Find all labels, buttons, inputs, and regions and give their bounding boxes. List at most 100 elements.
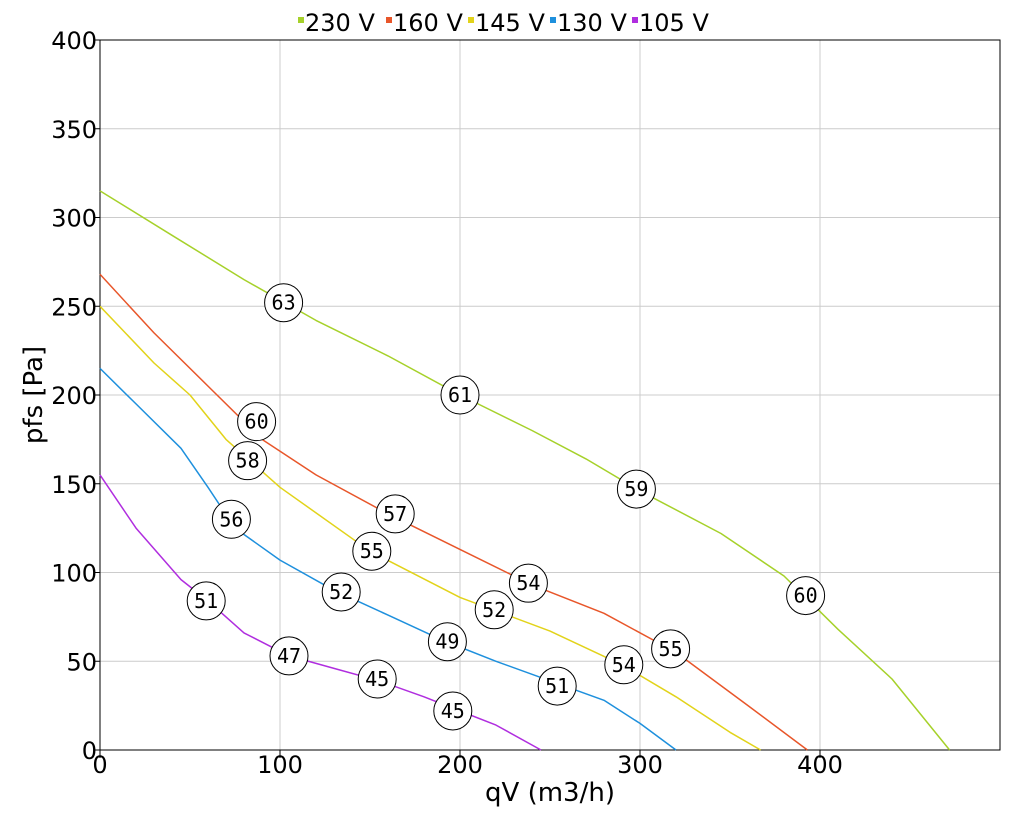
legend-label: 160 V xyxy=(393,9,463,37)
sound-level-circle xyxy=(352,531,392,571)
x-tick-label: 200 xyxy=(437,751,483,779)
sound-level-circle xyxy=(321,572,361,612)
sound-level-label: 47 xyxy=(277,644,301,668)
sound-level-circle xyxy=(508,563,548,603)
sound-level-marker: 59 xyxy=(616,469,656,509)
sound-level-marker: 45 xyxy=(357,659,397,699)
legend-item: 105 V xyxy=(632,9,709,37)
sound-level-label: 51 xyxy=(194,589,218,613)
x-tick-label: 0 xyxy=(92,751,107,779)
sound-level-marker: 61 xyxy=(440,375,480,415)
sound-level-label: 57 xyxy=(383,502,407,526)
x-axis-title: qV (m3/h) xyxy=(485,778,615,808)
sound-level-label: 51 xyxy=(545,674,569,698)
marker-layer: 63 61 59 60 60 57 54 55 58 55 52 54 56 52 49 51 51 47 45 45 xyxy=(186,283,826,731)
legend: 230 V 160 V 145 V 130 V 105 V xyxy=(298,9,709,37)
sound-level-label: 55 xyxy=(659,637,683,661)
legend-item: 230 V xyxy=(298,9,375,37)
legend-swatch xyxy=(632,17,638,23)
sound-level-label: 54 xyxy=(612,653,636,677)
y-tick-label: 100 xyxy=(51,560,97,588)
legend-label: 130 V xyxy=(557,9,627,37)
sound-level-marker: 55 xyxy=(651,629,691,669)
sound-level-marker: 55 xyxy=(352,531,392,571)
legend-label: 105 V xyxy=(639,9,709,37)
sound-level-marker: 56 xyxy=(211,499,251,539)
y-tick-label: 300 xyxy=(51,205,97,233)
sound-level-label: 54 xyxy=(516,571,540,595)
sound-level-circle xyxy=(440,375,480,415)
sound-level-marker: 47 xyxy=(269,636,309,676)
sound-level-circle xyxy=(357,659,397,699)
sound-level-circle xyxy=(269,636,309,676)
sound-level-label: 52 xyxy=(329,580,353,604)
sound-level-marker: 60 xyxy=(237,402,277,442)
series-line-0 xyxy=(99,190,951,751)
sound-level-marker: 57 xyxy=(375,494,415,534)
sound-level-label: 45 xyxy=(441,699,465,723)
sound-level-circle xyxy=(433,691,473,731)
legend-label: 230 V xyxy=(305,9,375,37)
y-axis-title: pfs [Pa] xyxy=(19,346,49,444)
sound-level-marker: 51 xyxy=(537,666,577,706)
series-line-2 xyxy=(99,305,761,751)
sound-level-marker: 51 xyxy=(186,581,226,621)
legend-swatch xyxy=(550,17,556,23)
legend-item: 160 V xyxy=(386,9,463,37)
y-tick-label: 250 xyxy=(51,293,97,321)
sound-level-circle xyxy=(186,581,226,621)
legend-label: 145 V xyxy=(475,9,545,37)
sound-level-circle xyxy=(237,402,277,442)
sound-level-label: 45 xyxy=(365,667,389,691)
sound-level-circle xyxy=(427,622,467,662)
sound-level-label: 55 xyxy=(360,539,384,563)
sound-level-circle xyxy=(537,666,577,706)
legend-swatch xyxy=(298,17,304,23)
sound-level-marker: 54 xyxy=(508,563,548,603)
x-tick-label: 300 xyxy=(617,751,663,779)
legend-swatch xyxy=(468,17,474,23)
sound-level-marker: 49 xyxy=(427,622,467,662)
legend-item: 130 V xyxy=(550,9,627,37)
sound-level-label: 58 xyxy=(236,449,260,473)
y-tick-label: 350 xyxy=(51,116,97,144)
sound-level-label: 49 xyxy=(435,630,459,654)
sound-level-circle xyxy=(264,283,304,323)
y-tick-label: 400 xyxy=(51,27,97,55)
y-tick-label: 0 xyxy=(82,737,97,765)
grid xyxy=(99,39,1000,751)
sound-level-marker: 52 xyxy=(321,572,361,612)
sound-level-marker: 58 xyxy=(228,441,268,481)
sound-level-marker: 52 xyxy=(474,590,514,630)
sound-level-circle xyxy=(474,590,514,630)
sound-level-label: 60 xyxy=(245,410,269,434)
legend-item: 145 V xyxy=(468,9,545,37)
sound-level-marker: 45 xyxy=(433,691,473,731)
sound-level-label: 59 xyxy=(624,477,648,501)
sound-level-label: 60 xyxy=(794,584,818,608)
series-line-3 xyxy=(99,367,677,751)
y-tick-label: 150 xyxy=(51,471,97,499)
y-tick-label: 200 xyxy=(51,382,97,410)
x-tick-label: 100 xyxy=(257,751,303,779)
sound-level-marker: 54 xyxy=(604,645,644,685)
sound-level-label: 52 xyxy=(482,598,506,622)
sound-level-circle xyxy=(616,469,656,509)
legend-swatch xyxy=(386,17,392,23)
y-tick-label: 50 xyxy=(66,648,97,676)
sound-level-circle xyxy=(211,499,251,539)
sound-level-circle xyxy=(786,576,826,616)
sound-level-label: 56 xyxy=(219,507,243,531)
sound-level-circle xyxy=(375,494,415,534)
x-tick-label: 400 xyxy=(797,751,843,779)
series-layer xyxy=(99,190,951,751)
sound-level-circle xyxy=(228,441,268,481)
tick-labels: 0 100 200 300 400 0 50 100 150 200 250 300 350 400 xyxy=(51,27,843,779)
sound-level-marker: 63 xyxy=(264,283,304,323)
sound-level-label: 61 xyxy=(448,383,472,407)
sound-level-marker: 60 xyxy=(786,576,826,616)
sound-level-circle xyxy=(651,629,691,669)
sound-level-label: 63 xyxy=(272,291,296,315)
series-line-1 xyxy=(99,273,808,751)
